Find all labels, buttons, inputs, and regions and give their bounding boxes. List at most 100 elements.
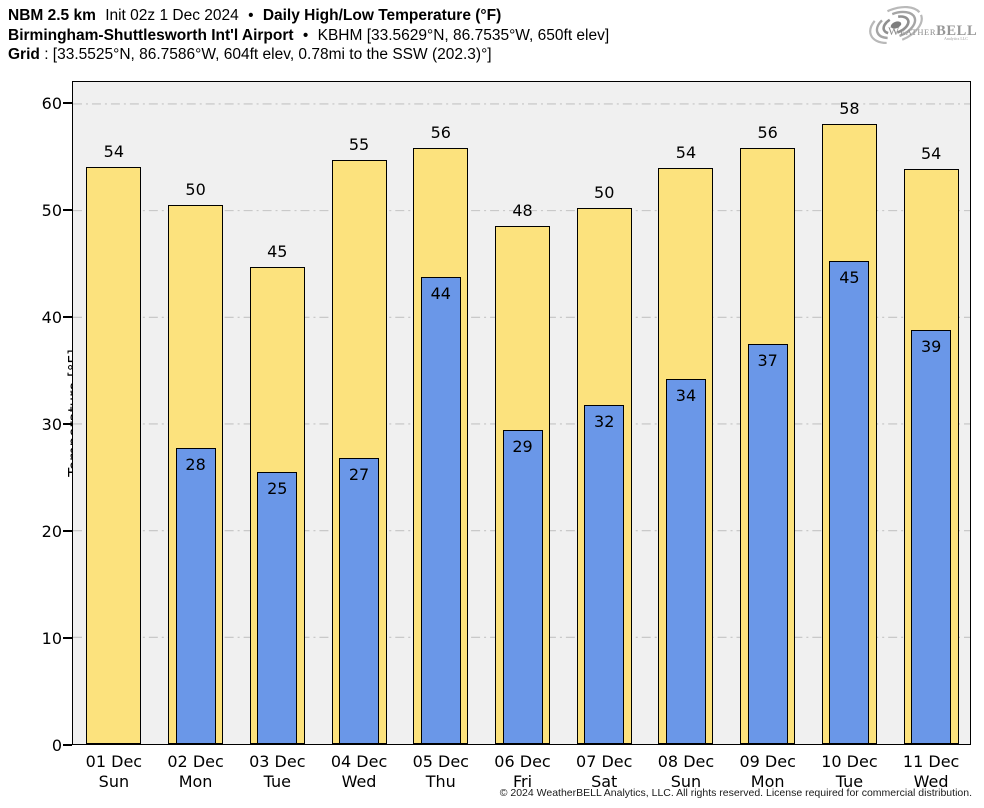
logo-text-w: W (888, 24, 900, 38)
x-tick-date: 03 Dec (249, 752, 306, 771)
low-value-label: 34 (675, 386, 697, 405)
x-tick-weekday: Mon (178, 772, 213, 791)
y-tick-label: 40 (41, 307, 62, 327)
gridlines (73, 103, 970, 638)
plot-area: 54 01 Dec Sun 50 28 02 Dec Mon 45 25 03 Dec Tue 55 2… (72, 81, 971, 791)
x-tick-label: 10 Dec Tue (808, 752, 890, 792)
x-tick-weekday: Tue (835, 772, 864, 791)
low-temp-bar (175, 448, 216, 744)
y-tick-mark (63, 102, 72, 104)
grid-label: Grid (8, 46, 40, 63)
header-line-1: NBM 2.5 km Init 02z 1 Dec 2024 • Daily H… (8, 6, 609, 26)
low-value-label: 25 (267, 479, 288, 498)
low-value-label: 32 (594, 412, 615, 431)
x-tick-weekday: Sat (591, 772, 618, 791)
high-value-label: 55 (348, 135, 370, 154)
x-tick-date: 07 Dec (576, 752, 633, 771)
high-value-label: 56 (757, 123, 778, 142)
chart-title: Daily High/Low Temperature (°F) (262, 7, 502, 24)
high-value-label: 58 (839, 99, 860, 118)
low-temp-bar (665, 379, 706, 744)
low-temp-bar (339, 458, 380, 744)
high-value-label: 56 (430, 123, 451, 142)
low-value-label: 28 (185, 455, 206, 474)
grid-info: : [33.5525°N, 86.7586°W, 604ft elev, 0.7… (44, 46, 492, 63)
weatherbell-logo: WEATHERBELL Analytics LLC (869, 5, 977, 45)
y-tick-label: 0 (51, 735, 62, 755)
x-tick-label: 08 Dec Sun (645, 752, 727, 792)
high-value-label: 54 (920, 144, 942, 163)
header-line-2: Birmingham-Shuttlesworth Int'l Airport •… (8, 26, 609, 46)
high-value-label: 54 (675, 143, 697, 162)
y-tick-label: 20 (41, 521, 62, 541)
x-tick-label: 03 Dec Tue (236, 752, 318, 792)
station-name: Birmingham-Shuttlesworth Int'l Airport (8, 26, 294, 44)
x-tick-weekday: Mon (750, 772, 785, 791)
x-tick-weekday: Sun (670, 772, 702, 791)
x-tick-date: 06 Dec (494, 752, 551, 771)
model-name: NBM 2.5 km (8, 7, 96, 24)
low-value-label: 29 (512, 437, 533, 456)
x-tick-label: 07 Dec Sat (563, 752, 645, 792)
chart-header: NBM 2.5 km Init 02z 1 Dec 2024 • Daily H… (8, 6, 609, 65)
x-tick-date: 08 Dec (657, 752, 715, 771)
bullet-separator: • (302, 26, 309, 44)
x-tick-date: 09 Dec (739, 752, 796, 771)
x-tick-weekday: Thu (425, 772, 456, 791)
x-tick-label: 06 Dec Fri (482, 752, 564, 792)
low-value-label: 27 (348, 465, 370, 484)
y-tick-mark (63, 209, 72, 211)
high-value-label: 50 (594, 183, 615, 202)
high-value-label: 45 (267, 242, 288, 261)
x-tick-date: 02 Dec (167, 752, 224, 771)
y-tick-mark (63, 530, 72, 532)
low-temp-bar (747, 344, 788, 744)
x-tick-label: 01 Dec Sun (73, 752, 155, 792)
x-tick-date: 01 Dec (85, 752, 143, 771)
x-tick-weekday: Tue (263, 772, 291, 791)
copyright-notice: © 2024 WeatherBELL Analytics, LLC. All r… (499, 787, 972, 799)
svg-text:WEATHERBELL: WEATHERBELL (888, 23, 977, 39)
x-tick-date: 05 Dec (412, 752, 469, 771)
logo-subtitle: Analytics LLC (944, 36, 968, 41)
low-value-label: 44 (430, 284, 451, 303)
header-line-3: Grid : [33.5525°N, 86.7586°W, 604ft elev… (8, 45, 609, 65)
low-value-label: 37 (757, 351, 778, 370)
x-tick-weekday: Fri (512, 772, 533, 791)
logo-text-eather: EATHER (900, 27, 936, 37)
y-tick-mark (63, 637, 72, 639)
x-tick-label: 11 Dec Wed (890, 752, 972, 792)
low-temp-bar (829, 261, 870, 744)
y-tick-label: 10 (41, 628, 62, 648)
low-temp-bar (584, 405, 625, 744)
y-tick-mark (63, 423, 72, 425)
x-tick-weekday: Wed (341, 772, 377, 791)
y-tick-mark (63, 744, 72, 746)
low-temp-bar (911, 330, 952, 744)
x-tick-date: 10 Dec (821, 752, 878, 771)
high-temp-bar (86, 167, 142, 744)
station-info: KBHM [33.5629°N, 86.7535°W, 650ft elev] (317, 26, 610, 44)
y-tick-label: 60 (41, 93, 62, 113)
x-tick-weekday: Sun (98, 772, 130, 791)
init-time: Init 02z 1 Dec 2024 (105, 7, 239, 24)
low-value-label: 39 (920, 337, 942, 356)
x-tick-label: 09 Dec Mon (727, 752, 809, 792)
logo-text-bell: BELL (936, 23, 977, 39)
low-temp-bar (257, 472, 298, 744)
y-tick-label: 50 (41, 200, 62, 220)
x-tick-weekday: Wed (913, 772, 949, 791)
high-value-label: 54 (103, 142, 125, 161)
x-tick-date: 11 Dec (902, 752, 960, 771)
x-tick-label: 05 Dec Thu (400, 752, 482, 792)
high-value-label: 48 (512, 201, 533, 220)
x-tick-label: 02 Dec Mon (155, 752, 237, 792)
low-temp-bar (420, 277, 461, 744)
low-value-label: 45 (839, 268, 860, 287)
bullet-separator: • (248, 7, 254, 24)
x-tick-date: 04 Dec (330, 752, 388, 771)
high-value-label: 50 (185, 180, 206, 199)
low-temp-bar (502, 430, 543, 744)
x-tick-label: 04 Dec Wed (318, 752, 400, 792)
